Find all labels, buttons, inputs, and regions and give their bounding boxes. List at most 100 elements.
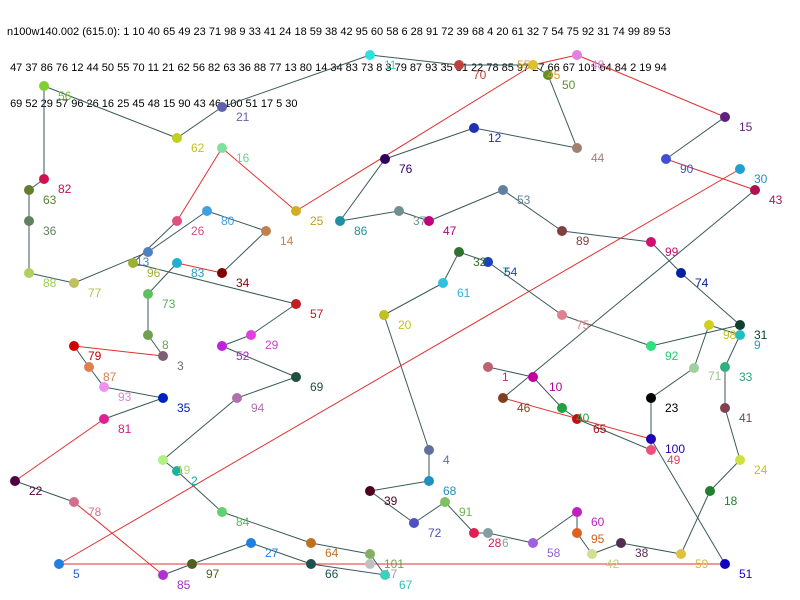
node-label-60: 60 bbox=[591, 515, 605, 529]
tour-edge bbox=[221, 54, 371, 108]
node-label-88: 88 bbox=[43, 276, 57, 290]
tour-edge bbox=[665, 116, 726, 160]
tour-edge bbox=[532, 376, 563, 409]
node-42 bbox=[587, 549, 597, 559]
tour-edge bbox=[14, 480, 75, 503]
node-62 bbox=[172, 133, 182, 143]
node-66 bbox=[306, 559, 316, 569]
node-52 bbox=[217, 341, 227, 351]
node-21 bbox=[217, 102, 227, 112]
node-76 bbox=[380, 154, 390, 164]
node-6 bbox=[483, 528, 493, 538]
node-label-37: 37 bbox=[413, 214, 427, 228]
node-9 bbox=[735, 330, 745, 340]
node-28 bbox=[469, 528, 479, 538]
node-25 bbox=[291, 206, 301, 216]
node-77 bbox=[69, 278, 79, 288]
node-label-100: 100 bbox=[665, 442, 685, 456]
tour-edge bbox=[176, 262, 223, 274]
node-label-80: 80 bbox=[221, 214, 235, 228]
node-45 bbox=[528, 60, 538, 70]
tour-edge bbox=[310, 563, 386, 576]
node-label-43: 43 bbox=[769, 193, 783, 207]
node-label-16: 16 bbox=[236, 151, 250, 165]
node-89 bbox=[557, 226, 567, 236]
node-label-92: 92 bbox=[665, 349, 679, 363]
node-label-13: 13 bbox=[136, 255, 150, 269]
node-label-78: 78 bbox=[88, 505, 102, 519]
node-label-71: 71 bbox=[708, 369, 722, 383]
tour-edge bbox=[428, 189, 504, 222]
node-label-3: 3 bbox=[177, 359, 184, 373]
node-15 bbox=[720, 112, 730, 122]
node-64 bbox=[306, 538, 316, 548]
tour-edge bbox=[221, 334, 252, 347]
node-label-41: 41 bbox=[739, 411, 753, 425]
node-label-59: 59 bbox=[695, 557, 709, 571]
tour-edge bbox=[680, 490, 711, 555]
node-86 bbox=[335, 216, 345, 226]
node-57 bbox=[291, 299, 301, 309]
node-67 bbox=[380, 570, 390, 580]
tour-edge bbox=[709, 459, 741, 492]
tour-header-line: 47 37 86 76 12 44 50 55 70 11 21 62 56 8… bbox=[7, 62, 667, 74]
node-60 bbox=[572, 507, 582, 517]
node-label-54: 54 bbox=[504, 265, 518, 279]
tour-edge bbox=[458, 251, 489, 263]
node-54 bbox=[483, 257, 493, 267]
tour-edge bbox=[176, 470, 223, 513]
tour-edge bbox=[532, 511, 578, 544]
tour-edge bbox=[28, 272, 75, 284]
tour-edge bbox=[487, 532, 534, 544]
node-12 bbox=[469, 123, 479, 133]
node-22 bbox=[10, 476, 20, 486]
node-49 bbox=[646, 445, 656, 455]
node-65 bbox=[572, 414, 582, 424]
node-label-39: 39 bbox=[384, 494, 398, 508]
node-label-47: 47 bbox=[443, 224, 457, 238]
tour-edge bbox=[487, 366, 534, 378]
node-label-68: 68 bbox=[443, 484, 457, 498]
node-label-7: 7 bbox=[502, 265, 509, 279]
node-23 bbox=[646, 393, 656, 403]
tour-edge bbox=[650, 438, 726, 565]
node-63 bbox=[24, 185, 34, 195]
tour-edge bbox=[310, 542, 371, 555]
node-8 bbox=[143, 330, 153, 340]
node-19 bbox=[158, 455, 168, 465]
node-94 bbox=[232, 393, 242, 403]
node-70 bbox=[454, 60, 464, 70]
node-label-52: 52 bbox=[236, 349, 250, 363]
tour-edge bbox=[58, 168, 741, 565]
node-label-48: 48 bbox=[591, 58, 605, 72]
node-label-96: 96 bbox=[147, 266, 161, 280]
node-95 bbox=[572, 528, 582, 538]
node-98 bbox=[704, 320, 714, 330]
node-36 bbox=[24, 216, 34, 226]
node-label-38: 38 bbox=[635, 546, 649, 560]
node-label-51: 51 bbox=[739, 567, 753, 581]
node-68 bbox=[424, 476, 434, 486]
node-29 bbox=[246, 330, 256, 340]
tour-edge bbox=[147, 262, 178, 295]
node-label-27: 27 bbox=[265, 546, 279, 560]
node-label-90: 90 bbox=[680, 162, 694, 176]
node-label-44: 44 bbox=[591, 151, 605, 165]
node-label-14: 14 bbox=[280, 234, 294, 248]
node-13 bbox=[143, 247, 153, 257]
node-1 bbox=[483, 362, 493, 372]
node-label-15: 15 bbox=[739, 120, 753, 134]
node-92 bbox=[646, 341, 656, 351]
tour-edge bbox=[206, 210, 267, 232]
node-label-50: 50 bbox=[562, 78, 576, 92]
tour-edge bbox=[73, 501, 164, 576]
node-label-29: 29 bbox=[265, 338, 279, 352]
node-label-18: 18 bbox=[724, 494, 738, 508]
node-51 bbox=[720, 559, 730, 569]
node-48 bbox=[572, 50, 582, 60]
tour-edge bbox=[650, 367, 695, 399]
node-label-5: 5 bbox=[73, 567, 80, 581]
tour-edge bbox=[221, 230, 267, 274]
node-82 bbox=[39, 174, 49, 184]
